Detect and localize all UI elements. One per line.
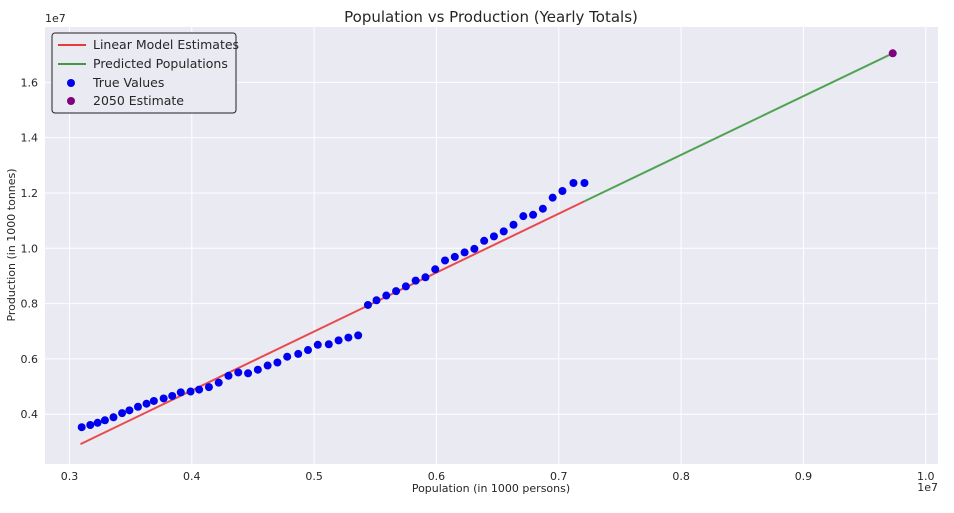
- point-true-values: [363, 300, 372, 309]
- point-true-values: [109, 413, 118, 422]
- point-true-values: [195, 385, 204, 394]
- y-tick-label: 0.4: [21, 408, 39, 421]
- point-true-values: [580, 178, 589, 187]
- point-true-values: [133, 402, 142, 411]
- legend-label-predicted: Predicted Populations: [93, 56, 228, 71]
- x-tick-label: 0.6: [428, 470, 446, 483]
- legend: Linear Model Estimates Predicted Populat…: [51, 32, 239, 114]
- point-true-values: [509, 220, 518, 229]
- x-axis-title: Population (in 1000 persons): [412, 482, 570, 495]
- point-true-values: [519, 212, 528, 221]
- tick-labels: 0.3 0.4 0.5 0.6 0.7 0.8 0.9 1.0 0.4 0.6 0.8 1.0 1.2 1…: [21, 76, 935, 483]
- point-true-values: [411, 276, 420, 285]
- point-true-values: [100, 416, 109, 425]
- point-true-values: [431, 265, 440, 274]
- point-true-values: [313, 340, 322, 349]
- point-true-values: [480, 236, 489, 245]
- point-true-values: [93, 418, 102, 427]
- point-true-values: [176, 388, 185, 397]
- point-true-values: [441, 256, 450, 265]
- x-tick-label: 0.4: [183, 470, 201, 483]
- series-layer: [77, 49, 897, 445]
- point-true-values: [168, 391, 177, 400]
- x-tick-label: 0.8: [672, 470, 690, 483]
- legend-swatch-2050-estimate: [67, 97, 75, 105]
- point-true-values: [204, 383, 213, 392]
- point-true-values: [489, 232, 498, 241]
- point-true-values: [392, 287, 401, 296]
- point-true-values: [149, 396, 158, 405]
- point-true-values: [263, 361, 272, 370]
- legend-label-2050-estimate: 2050 Estimate: [93, 93, 184, 108]
- point-true-values: [214, 378, 223, 387]
- y-tick-label: 1.0: [21, 242, 39, 255]
- point-true-values: [273, 358, 282, 367]
- y-tick-label: 1.4: [21, 132, 39, 145]
- point-true-values: [401, 282, 410, 291]
- point-true-values: [499, 227, 508, 236]
- point-true-values: [125, 406, 134, 415]
- legend-label-true-values: True Values: [92, 75, 164, 90]
- x-offset-label: 1e7: [917, 481, 938, 494]
- point-true-values: [324, 340, 333, 349]
- point-true-values: [529, 210, 538, 219]
- legend-label-linear-model: Linear Model Estimates: [93, 37, 239, 52]
- point-true-values: [304, 346, 313, 355]
- point-true-values: [294, 349, 303, 358]
- legend-box: [51, 32, 237, 114]
- legend-swatch-true-values: [67, 79, 75, 87]
- point-true-values: [538, 204, 547, 213]
- point-true-values: [244, 369, 253, 378]
- point-true-values: [569, 178, 578, 187]
- point-true-values: [548, 193, 557, 202]
- point-true-values: [77, 423, 86, 432]
- x-tick-label: 0.7: [550, 470, 568, 483]
- point-true-values: [186, 387, 195, 396]
- y-tick-label: 0.8: [21, 298, 39, 311]
- point-true-values: [334, 336, 343, 345]
- point-true-values: [460, 248, 469, 257]
- point-true-values: [253, 365, 262, 374]
- point-true-values: [421, 273, 430, 282]
- point-true-values: [450, 252, 459, 261]
- x-tick-label: 0.3: [61, 470, 79, 483]
- y-axis-title: Production (in 1000 tonnes): [5, 168, 18, 321]
- point-true-values: [142, 399, 151, 408]
- point-true-values: [470, 244, 479, 253]
- point-true-values: [234, 368, 243, 377]
- x-tick-label: 1.0: [917, 470, 935, 483]
- point-true-values: [558, 187, 567, 196]
- point-true-values: [372, 296, 381, 305]
- x-tick-label: 0.9: [795, 470, 813, 483]
- series-line-linear-model-estimates: [80, 200, 585, 445]
- point-true-values: [86, 421, 95, 429]
- y-tick-label: 1.2: [21, 187, 39, 200]
- y-tick-label: 0.6: [21, 353, 39, 366]
- point-true-values: [354, 331, 363, 340]
- point-true-values: [159, 394, 168, 403]
- point-true-values: [118, 409, 127, 418]
- point-true-values: [283, 352, 292, 361]
- chart-title: Population vs Production (Yearly Totals): [344, 8, 638, 26]
- point-true-values: [224, 371, 233, 380]
- y-tick-label: 1.6: [21, 76, 39, 89]
- grid: [45, 27, 938, 464]
- y-offset-label: 1e7: [45, 12, 66, 25]
- point-true-values: [382, 291, 391, 300]
- point-2050-estimate: [888, 49, 897, 58]
- x-tick-label: 0.5: [305, 470, 323, 483]
- point-true-values: [344, 333, 353, 342]
- series-line-predicted-populations: [584, 52, 894, 203]
